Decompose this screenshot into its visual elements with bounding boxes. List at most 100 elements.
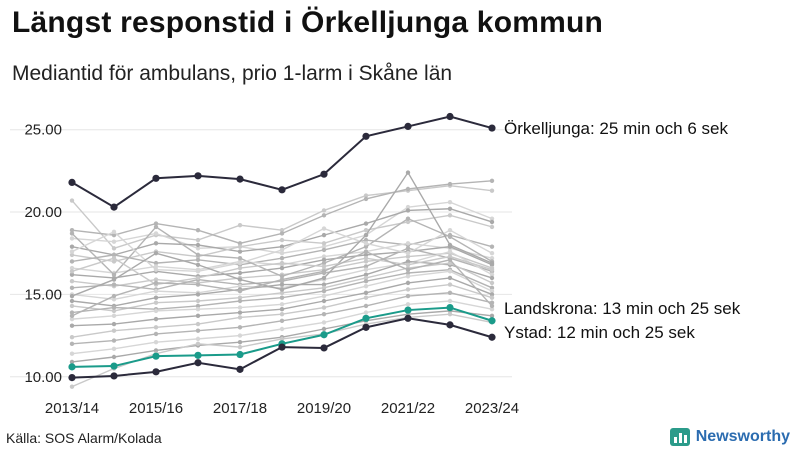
chart-title: Längst responstid i Örkelljunga kommun bbox=[12, 6, 604, 39]
background-series-point bbox=[447, 282, 453, 287]
series-point-landskrona bbox=[194, 351, 202, 359]
background-series-point bbox=[279, 302, 285, 307]
series-point-örkelljunga bbox=[152, 174, 160, 182]
background-series-point bbox=[69, 298, 75, 304]
background-series-point bbox=[405, 170, 411, 175]
background-series-point bbox=[237, 333, 243, 338]
series-point-landskrona bbox=[110, 362, 118, 370]
background-series-point bbox=[405, 259, 411, 264]
background-series-point bbox=[111, 272, 117, 277]
background-series-point bbox=[237, 315, 243, 320]
background-series-point bbox=[321, 254, 327, 259]
background-series-point bbox=[321, 213, 327, 218]
background-series-point bbox=[69, 351, 75, 356]
background-series-point bbox=[405, 254, 411, 259]
background-series-point bbox=[195, 262, 201, 267]
background-series-point bbox=[153, 221, 159, 226]
background-series-point bbox=[237, 223, 243, 228]
y-tick-label: 25.00 bbox=[24, 122, 62, 139]
background-series-point bbox=[111, 293, 117, 299]
background-series-point bbox=[279, 247, 285, 253]
background-series-point bbox=[237, 298, 243, 304]
chart-bars-icon bbox=[669, 428, 690, 446]
background-series-point bbox=[195, 282, 201, 287]
background-series-point bbox=[363, 252, 369, 258]
series-point-ystad bbox=[404, 314, 412, 322]
series-point-landskrona bbox=[404, 306, 412, 314]
background-series-point bbox=[153, 267, 159, 272]
background-series-point bbox=[489, 224, 495, 230]
background-series-point bbox=[363, 193, 369, 198]
background-series-point bbox=[405, 287, 411, 292]
series-point-örkelljunga bbox=[362, 132, 370, 140]
background-series-point bbox=[279, 227, 285, 233]
background-series-point bbox=[447, 275, 453, 281]
background-series-point bbox=[69, 313, 75, 319]
background-series-point bbox=[405, 274, 411, 279]
background-series-point bbox=[447, 213, 453, 218]
background-series-point bbox=[153, 277, 159, 282]
background-series-point bbox=[321, 232, 327, 238]
background-series-point bbox=[195, 328, 201, 333]
background-series-point bbox=[69, 198, 75, 203]
background-series-point bbox=[111, 259, 117, 264]
y-tick-label: 10.00 bbox=[24, 369, 62, 386]
series-point-ystad bbox=[110, 372, 118, 380]
background-series-point bbox=[405, 246, 411, 251]
background-series-point bbox=[321, 326, 327, 332]
background-series-point bbox=[489, 280, 495, 286]
background-series-point bbox=[69, 293, 75, 299]
background-series-point bbox=[363, 295, 369, 300]
background-series-point bbox=[489, 272, 495, 277]
background-series-point bbox=[405, 204, 411, 210]
background-series-point bbox=[153, 264, 159, 269]
background-series-point bbox=[489, 313, 495, 319]
background-series-point bbox=[489, 244, 495, 249]
background-series-point bbox=[489, 260, 495, 266]
source-note: Källa: SOS Alarm/Kolada bbox=[6, 430, 162, 446]
background-series-point bbox=[153, 260, 159, 266]
background-series-point bbox=[111, 252, 117, 258]
background-series-point bbox=[153, 325, 159, 330]
background-series-point bbox=[405, 251, 411, 256]
background-series-point bbox=[363, 232, 369, 238]
background-series-point bbox=[153, 241, 159, 246]
background-series-point bbox=[447, 269, 453, 274]
series-point-ystad bbox=[488, 333, 496, 341]
background-series-point bbox=[69, 269, 75, 274]
background-series-point bbox=[279, 255, 285, 261]
background-series-point bbox=[363, 196, 369, 202]
background-series-point bbox=[111, 308, 117, 314]
background-series-point bbox=[69, 244, 75, 249]
background-series-point bbox=[363, 241, 369, 246]
background-series-point bbox=[195, 269, 201, 274]
background-series-point bbox=[69, 227, 75, 233]
background-series-point bbox=[279, 311, 285, 317]
x-tick-label: 2021/22 bbox=[381, 400, 435, 417]
background-series-point bbox=[111, 338, 117, 343]
background-series-point bbox=[489, 188, 495, 193]
background-series-point bbox=[447, 257, 453, 263]
x-tick-label: 2013/14 bbox=[45, 400, 99, 417]
background-series-point bbox=[237, 305, 243, 310]
background-series-point bbox=[489, 275, 495, 281]
background-series-point bbox=[69, 272, 75, 277]
series-point-ystad bbox=[320, 344, 328, 352]
series-label-ystad: Ystad: 12 min och 25 sek bbox=[504, 323, 695, 342]
background-series-point bbox=[279, 318, 285, 323]
background-series-point bbox=[111, 246, 117, 251]
series-point-landskrona bbox=[68, 363, 76, 371]
series-point-örkelljunga bbox=[110, 203, 118, 211]
background-series-point bbox=[321, 305, 327, 310]
background-series-point bbox=[321, 244, 327, 249]
background-series-point bbox=[321, 226, 327, 231]
background-series-point bbox=[153, 331, 159, 337]
background-series-point bbox=[363, 255, 369, 261]
background-series-point bbox=[363, 310, 369, 315]
background-series-point bbox=[195, 298, 201, 304]
background-series-point bbox=[111, 282, 117, 287]
background-series-point bbox=[447, 199, 453, 205]
background-series-point bbox=[489, 255, 495, 261]
background-series-point bbox=[153, 295, 159, 300]
background-series-point bbox=[195, 242, 201, 248]
